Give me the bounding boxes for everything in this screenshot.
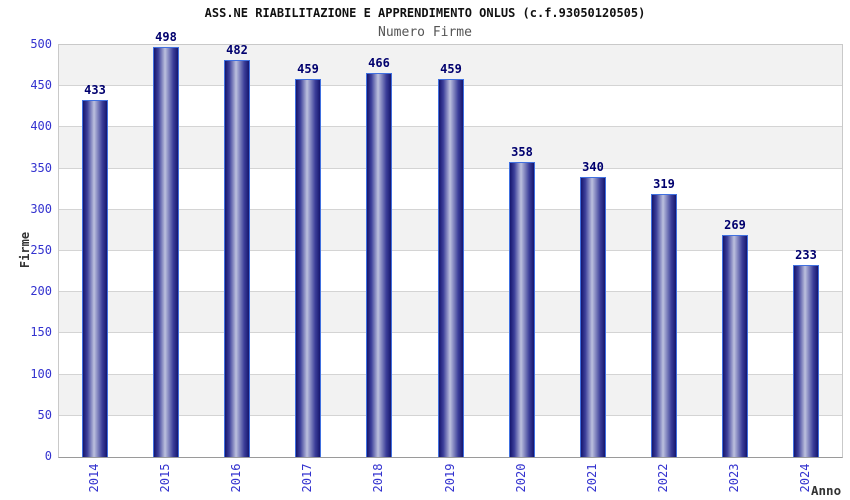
chart-title: ASS.NE RIABILITAZIONE E APPRENDIMENTO ON… <box>204 6 646 20</box>
bar-value-label: 498 <box>155 30 177 44</box>
bar-2016 <box>224 60 250 457</box>
bar-2020 <box>509 162 535 457</box>
bar-2018 <box>366 73 392 457</box>
plot-area: 433 498 482 459 466 459 358 340 319 269 233 <box>58 30 843 458</box>
bar-2015 <box>153 47 179 457</box>
bar-2023 <box>722 235 748 457</box>
bar-value-label: 233 <box>795 248 817 262</box>
bar-value-label: 459 <box>297 62 319 76</box>
y-tick-label: 350 <box>30 161 52 175</box>
y-tick-label: 300 <box>30 202 52 216</box>
x-tick-label-2022: 2022 <box>656 463 670 493</box>
bar-value-label: 269 <box>724 218 746 232</box>
y-tick-label: 500 <box>30 37 52 51</box>
x-tick-label-2014: 2014 <box>87 463 101 493</box>
y-tick-label: 250 <box>30 243 52 257</box>
x-tick-label-2019: 2019 <box>443 463 457 493</box>
x-tick-label-2016: 2016 <box>229 463 243 493</box>
x-axis-label: Anno <box>811 483 842 498</box>
y-tick-label: 50 <box>37 408 52 422</box>
x-tick-label-2015: 2015 <box>158 463 172 493</box>
bar-2014 <box>82 100 108 457</box>
y-tick-label: 450 <box>30 78 52 92</box>
y-tick-label: 0 <box>44 449 52 463</box>
chart-subtitle: Numero Firme <box>378 25 472 40</box>
bar-2022 <box>651 194 677 457</box>
bar-value-label: 482 <box>226 43 248 57</box>
bar-2024 <box>793 265 819 457</box>
bar-value-label: 358 <box>511 145 533 159</box>
bar-value-label: 459 <box>440 62 462 76</box>
bar-value-label: 433 <box>84 83 106 97</box>
bar-2019 <box>438 79 464 457</box>
y-tick-label: 100 <box>30 367 52 381</box>
bar-value-label: 340 <box>582 160 604 174</box>
y-tick-label: 400 <box>30 119 52 133</box>
bar-value-label: 466 <box>368 56 390 70</box>
x-tick-label-2023: 2023 <box>727 463 741 493</box>
bar-2021 <box>580 177 606 457</box>
x-tick-label-2021: 2021 <box>585 463 599 493</box>
x-tick-label-2024: 2024 <box>798 463 812 493</box>
x-tick-label-2018: 2018 <box>371 463 385 493</box>
bar-value-label: 319 <box>653 177 675 191</box>
x-tick-label-2020: 2020 <box>514 463 528 493</box>
bar-2017 <box>295 79 321 457</box>
y-tick-label: 200 <box>30 284 52 298</box>
y-tick-label: 150 <box>30 325 52 339</box>
x-tick-label-2017: 2017 <box>300 463 314 493</box>
